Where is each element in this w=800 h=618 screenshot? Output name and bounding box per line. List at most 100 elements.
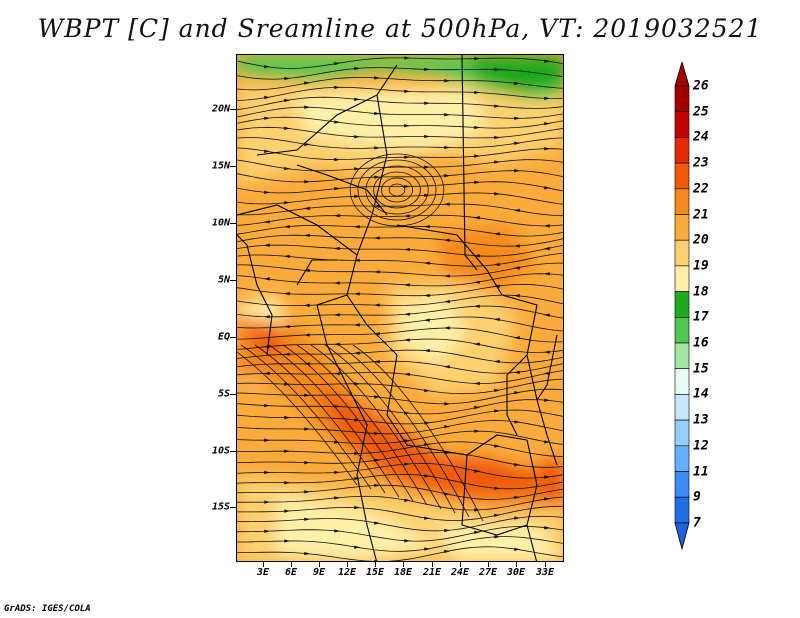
- streamline-arrow: [514, 547, 521, 552]
- temperature-shading: [237, 55, 563, 561]
- streamline: [237, 378, 563, 395]
- colorbar-label: 22: [693, 181, 709, 197]
- lat-tick: [230, 166, 236, 167]
- lat-tick: [230, 280, 236, 281]
- streamline-arrow: [474, 429, 481, 433]
- streamline: [237, 305, 563, 319]
- lon-label: 9E: [312, 567, 326, 578]
- streamline-arrow: [374, 395, 381, 399]
- country-border: [386, 354, 438, 451]
- streamline-arrow: [404, 439, 411, 443]
- colorbar-swatch: [674, 239, 690, 267]
- colorbar-swatch: [674, 342, 690, 370]
- chart-title: WBPT [C] and Sreamline at 500hPa, VT: 20…: [37, 14, 763, 43]
- streamline-arrow: [444, 528, 451, 533]
- streamline-arrow: [473, 216, 480, 220]
- streamline-arrow: [354, 167, 361, 171]
- streamline-arrow: [333, 371, 340, 376]
- lon-tick: [263, 562, 264, 567]
- streamline-arrow: [373, 303, 380, 307]
- lon-label: 15E: [365, 567, 385, 578]
- colorbar-label: 7: [693, 515, 701, 531]
- colorbar-label: 19: [693, 258, 709, 274]
- streamline-arrow: [473, 254, 480, 258]
- lat-label: EQ: [217, 331, 230, 343]
- streamline: [254, 344, 386, 494]
- streamline-arrow: [284, 382, 291, 386]
- shade-region: [237, 315, 563, 505]
- streamline-arrow: [354, 505, 361, 510]
- streamline-arrow: [443, 238, 450, 242]
- shade-region: [237, 55, 297, 75]
- streamline-vortex: [388, 183, 406, 197]
- streamline-arrow: [334, 186, 341, 191]
- streamline-arrow: [304, 427, 311, 431]
- streamline-arrow: [513, 244, 520, 248]
- colorbar-swatch: [674, 368, 690, 395]
- streamline-arrow: [514, 81, 521, 86]
- colorbar-label: 25: [693, 104, 709, 120]
- colorbar-label: 13: [693, 412, 709, 428]
- streamline-arrow: [444, 549, 451, 553]
- streamline-arrow: [334, 470, 341, 475]
- streamline-arrow: [444, 424, 451, 429]
- streamline: [237, 262, 563, 277]
- lon-label: 12E: [337, 567, 357, 578]
- streamline-vortex: [349, 153, 445, 227]
- streamline-arrow: [514, 390, 521, 395]
- colorbar-label: 15: [693, 361, 709, 377]
- colorbar-label: 9: [693, 489, 701, 505]
- streamline-arrow: [443, 326, 450, 330]
- streamline-arrow: [474, 56, 481, 61]
- streamline-arrow: [544, 96, 551, 101]
- country-borders: [237, 55, 558, 561]
- streamline-arrow: [544, 186, 551, 190]
- streamline-arrow: [333, 246, 340, 251]
- streamline-arrow: [513, 370, 520, 374]
- colorbar-swatch: [674, 445, 690, 472]
- streamline-arrow: [494, 444, 501, 448]
- streamline-arrow: [424, 442, 431, 447]
- streamline: [237, 77, 563, 91]
- streamline-arrow: [284, 76, 291, 81]
- colorbar-label: 21: [693, 207, 709, 222]
- streamline-arrow: [304, 393, 311, 397]
- streamline: [237, 351, 358, 486]
- country-border: [346, 254, 398, 356]
- streamline: [237, 495, 563, 511]
- country-border: [256, 64, 398, 156]
- lon-label: 6E: [284, 567, 298, 578]
- streamline: [237, 234, 563, 247]
- streamline-arrow: [494, 535, 501, 539]
- streamline-arrow: [493, 262, 500, 267]
- shade-region: [397, 295, 467, 365]
- colorbar-label: 12: [693, 438, 709, 454]
- streamline: [237, 430, 563, 445]
- streamline-arrow: [403, 214, 410, 218]
- streamline-arrow: [303, 303, 310, 307]
- streamline-arrow: [284, 200, 291, 205]
- colorbar-swatch: [674, 265, 690, 292]
- streamline-arrow: [444, 492, 451, 496]
- lon-label: 21E: [422, 567, 442, 578]
- country-border: [461, 55, 478, 271]
- lon-tick: [460, 562, 461, 567]
- streamline-arrows: [263, 56, 551, 561]
- streamline: [237, 224, 563, 237]
- streamline-arrow: [544, 526, 551, 530]
- streamline: [237, 116, 563, 129]
- streamline-arrow: [424, 421, 431, 425]
- streamline-arrow: [494, 160, 501, 164]
- streamline: [237, 273, 563, 287]
- streamline-arrow: [444, 113, 451, 117]
- streamline: [237, 399, 563, 415]
- streamline-arrow: [443, 202, 450, 206]
- country-border: [296, 164, 388, 216]
- streamline-arrow: [403, 283, 410, 287]
- streamline: [237, 525, 563, 542]
- streamline-arrow: [513, 294, 520, 298]
- streamline-arrow: [263, 371, 270, 376]
- lon-tick: [545, 562, 546, 567]
- streamline-arrow: [334, 85, 341, 89]
- streamline-arrow: [334, 529, 341, 533]
